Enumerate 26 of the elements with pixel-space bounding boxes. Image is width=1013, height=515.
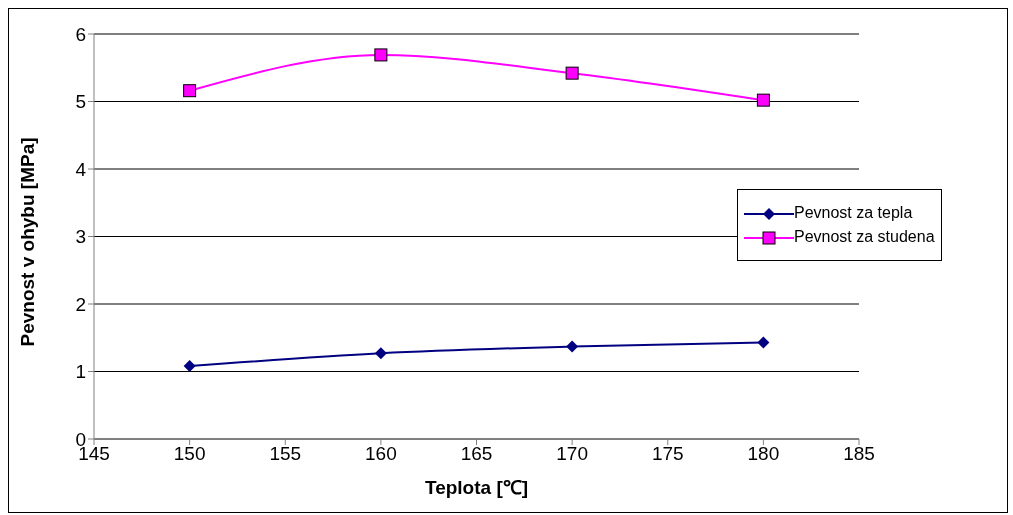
point: [183, 84, 197, 98]
x-tick-label: 175: [651, 443, 684, 465]
point: [183, 360, 196, 373]
x-tick-label: 170: [556, 443, 588, 465]
point: [374, 48, 388, 62]
y-axis-title: Pevnost v ohybu [MPa]: [16, 137, 38, 347]
y-tick-label: 2: [75, 293, 86, 315]
y-tick-label: 1: [75, 361, 86, 383]
x-tick-label: 155: [269, 443, 302, 465]
x-tick-label: 180: [747, 443, 780, 465]
point: [757, 336, 770, 349]
point: [756, 93, 770, 107]
x-tick-label: 150: [173, 443, 206, 465]
point: [565, 66, 579, 80]
y-tick-label: 5: [75, 91, 86, 113]
y-tick-label: 4: [75, 158, 87, 180]
legend-label: Pevnost za studena: [794, 228, 935, 245]
x-axis-title: Teplota [℃]: [424, 477, 529, 498]
y-tick-label: 3: [75, 226, 86, 248]
point: [566, 340, 579, 353]
x-tick-label: 160: [365, 443, 397, 465]
y-tick-label: 6: [75, 23, 86, 45]
legend-label: Pevnost za tepla: [794, 204, 913, 221]
point: [374, 347, 387, 360]
x-tick-label: 165: [460, 443, 493, 465]
x-tick-label: 185: [843, 443, 875, 465]
